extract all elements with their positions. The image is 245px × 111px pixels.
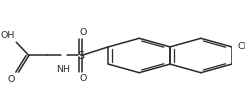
Text: NH: NH <box>56 65 70 74</box>
Text: Cl: Cl <box>237 42 245 51</box>
Text: O: O <box>80 28 87 37</box>
Text: O: O <box>8 75 15 84</box>
Text: S: S <box>77 51 84 60</box>
Text: O: O <box>80 74 87 83</box>
Text: OH: OH <box>1 31 15 40</box>
